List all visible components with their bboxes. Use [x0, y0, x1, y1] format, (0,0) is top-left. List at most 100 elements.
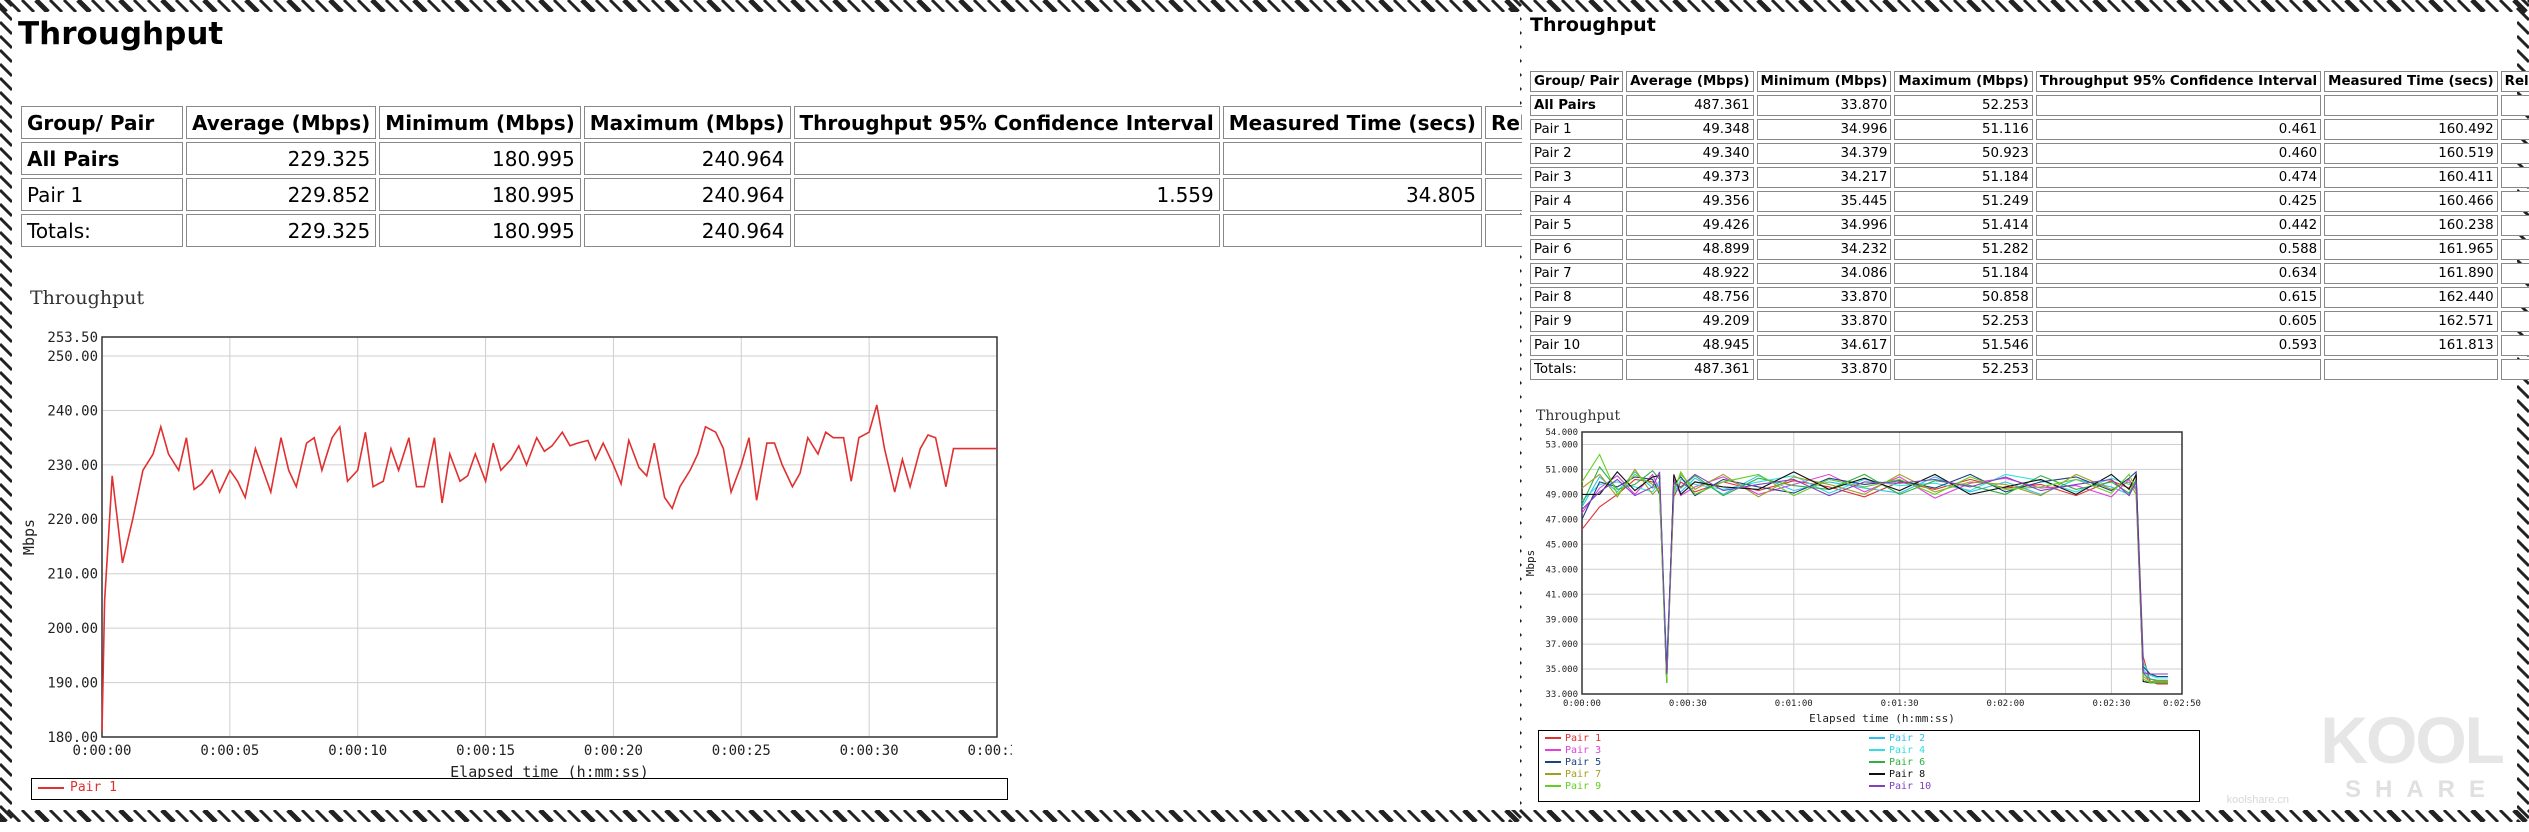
table-cell: 180.995: [379, 178, 581, 211]
frame-stripe: [1686, 808, 1702, 822]
frame-stripe: [1672, 808, 1688, 822]
y-tick-label: 43.000: [1545, 565, 1578, 575]
frame-stripe: [2022, 0, 2038, 14]
frame-stripe: [2218, 0, 2234, 14]
legend-item: Pair 5: [1545, 757, 1601, 768]
table-cell: 34.805: [1222, 178, 1482, 211]
table-cell: 33.870: [1756, 359, 1892, 380]
plot-area: [101, 336, 998, 738]
frame-stripe: [2134, 808, 2150, 822]
frame-stripe: [174, 808, 190, 822]
table-cell: 34.217: [1756, 167, 1892, 188]
column-header: Maximum (Mbps): [583, 106, 791, 139]
table-row: Totals: 487.361 33.870 52.253: [1530, 359, 2529, 380]
frame-stripe: [580, 808, 596, 822]
frame-stripe: [104, 0, 120, 14]
frame-stripe: [930, 0, 946, 14]
column-header: Measured Time (secs): [1222, 106, 1482, 139]
frame-stripe: [2134, 0, 2150, 14]
table-cell: 33.870: [1756, 311, 1892, 332]
frame-stripe: [370, 808, 386, 822]
frame-stripe: [804, 0, 820, 14]
x-axis-label: Elapsed time (h:mm:ss): [450, 763, 649, 781]
frame-stripe: [2515, 566, 2529, 582]
frame-stripe: [594, 0, 610, 14]
table-row: All Pairs 229.325 180.995 240.964: [21, 142, 1700, 175]
frame-stripe: [1882, 808, 1898, 822]
table-cell: 35.445: [1756, 191, 1892, 212]
frame-stripe: [2064, 808, 2080, 822]
frame-stripe: [426, 808, 442, 822]
frame-stripe: [1952, 0, 1968, 14]
frame-stripe: [314, 0, 330, 14]
frame-stripe: [2260, 808, 2276, 822]
frame-stripe: [1686, 0, 1702, 14]
frame-stripe: [1350, 808, 1366, 822]
table-cell: [793, 142, 1220, 175]
column-header: Average (Mbps): [1626, 71, 1754, 92]
frame-stripe: [328, 808, 344, 822]
frame-stripe: [2470, 0, 2486, 14]
frame-stripe: [1196, 808, 1212, 822]
row-label: Pair 5: [1530, 215, 1624, 236]
frame-stripe: [118, 808, 134, 822]
frame-stripe: [160, 808, 176, 822]
frame-stripe: [2092, 808, 2108, 822]
frame-stripe: [2442, 0, 2458, 14]
series-line-pair-5: [1581, 470, 2168, 678]
frame-stripe: [2106, 0, 2122, 14]
frame-stripe: [2302, 0, 2318, 14]
frame-stripe: [76, 0, 92, 14]
x-tick-label: 0:02:00: [1987, 699, 2025, 709]
frame-stripe: [2515, 398, 2529, 414]
frame-stripe: [1700, 808, 1716, 822]
frame-stripe: [650, 808, 666, 822]
frame-stripe: [1630, 0, 1646, 14]
frame-stripe: [818, 808, 834, 822]
frame-stripe: [356, 0, 372, 14]
frame-stripe: [0, 258, 14, 274]
frame-stripe: [902, 808, 918, 822]
table-cell: 0.932: [2500, 143, 2529, 164]
table-cell: 49.356: [1626, 191, 1754, 212]
frame-stripe: [160, 0, 176, 14]
frame-stripe: [0, 174, 14, 190]
table-cell: 49.340: [1626, 143, 1754, 164]
frame-stripe: [0, 622, 14, 638]
frame-stripe: [2515, 790, 2529, 806]
table-cell: [793, 214, 1220, 247]
x-tick-label: 0:00:00: [1563, 699, 1601, 709]
frame-stripe: [958, 808, 974, 822]
frame-stripe: [1210, 0, 1226, 14]
frame-stripe: [2515, 762, 2529, 778]
frame-stripe: [2470, 808, 2486, 822]
frame-stripe: [1154, 0, 1170, 14]
x-tick-label: 0:00:35: [967, 743, 1012, 759]
frame-stripe: [2386, 808, 2402, 822]
frame-stripe: [174, 0, 190, 14]
frame-stripe: [1364, 808, 1380, 822]
frame-stripe: [1448, 808, 1464, 822]
frame-stripe: [0, 188, 14, 204]
frame-stripe: [1364, 0, 1380, 14]
frame-stripe: [1994, 0, 2010, 14]
table-row: Pair 949.20933.87052.2530.605162.5711.23…: [1530, 311, 2529, 332]
frame-stripe: [1826, 808, 1842, 822]
frame-stripe: [1098, 808, 1114, 822]
y-tick-label: 35.000: [1545, 665, 1578, 675]
frame-stripe: [132, 0, 148, 14]
frame-stripe: [496, 808, 512, 822]
x-tick-label: 0:00:20: [584, 743, 643, 759]
table-cell: 0.615: [2035, 287, 2322, 308]
table-cell: 160.466: [2324, 191, 2498, 212]
frame-stripe: [0, 230, 14, 246]
frame-stripe: [0, 664, 14, 680]
frame-stripe: [678, 808, 694, 822]
frame-stripe: [1630, 808, 1646, 822]
frame-stripe: [1070, 808, 1086, 822]
frame-stripe: [0, 398, 14, 414]
frame-stripe: [2246, 0, 2262, 14]
frame-stripe: [2232, 808, 2248, 822]
frame-stripe: [2515, 426, 2529, 442]
table-cell: 160.519: [2324, 143, 2498, 164]
